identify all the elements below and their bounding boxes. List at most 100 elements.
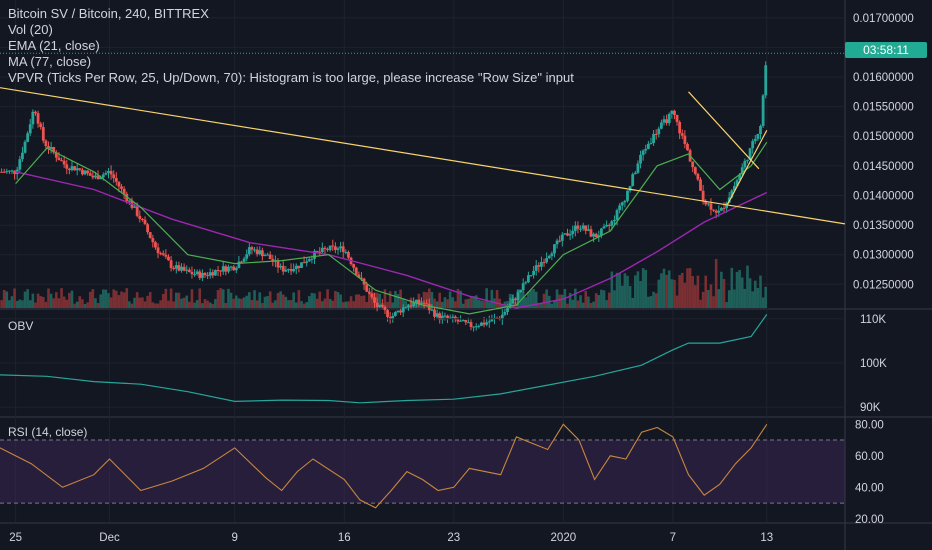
candle-body [393, 312, 397, 316]
candle-body [464, 320, 468, 323]
volume-bar [101, 289, 105, 308]
volume-bar [339, 294, 342, 308]
volume-bar [328, 298, 332, 308]
volume-bar [584, 290, 588, 308]
volume-bar [654, 293, 658, 308]
volume-bar [8, 300, 11, 308]
x-tick-label: 23 [447, 532, 460, 544]
volume-bar [657, 279, 661, 308]
candle-body [328, 245, 332, 250]
candle-body [592, 233, 595, 237]
volume-bar [23, 291, 27, 308]
rsi-tick-label: 40.00 [855, 482, 884, 494]
candle-body [182, 266, 186, 271]
candle-body [352, 264, 356, 268]
volume-bar [266, 296, 269, 308]
volume-bar [495, 290, 499, 308]
volume-bar [696, 275, 700, 308]
candle-body [628, 185, 632, 191]
volume-bar [467, 298, 470, 308]
volume-bar [323, 298, 327, 308]
volume-bar [558, 294, 561, 308]
candle-body [477, 325, 481, 327]
volume-bar [60, 288, 63, 308]
volume-bar [652, 291, 655, 308]
candle-body [284, 269, 288, 272]
candle-body [545, 258, 549, 263]
candle-body [227, 266, 230, 272]
candle-body [378, 304, 382, 307]
volume-bar [404, 301, 408, 308]
volume-bar [707, 290, 710, 308]
volume-bar [592, 301, 595, 308]
candle-body [310, 258, 314, 260]
volume-bar [122, 292, 126, 308]
volume-bar [568, 292, 572, 308]
volume-bar [550, 303, 554, 308]
candle-body [120, 186, 123, 189]
candle-body [516, 292, 520, 301]
volume-bar [534, 291, 538, 308]
obv-pane-label: OBV [8, 319, 34, 333]
volume-bar [391, 302, 395, 308]
volume-bar [482, 301, 486, 308]
candle-body [211, 272, 215, 276]
candle-body [693, 167, 697, 174]
candle-body [644, 148, 648, 151]
candle-body [2, 171, 6, 173]
candle-body [443, 315, 447, 317]
volume-bar [631, 297, 635, 308]
volume-bar [748, 278, 752, 308]
candle-body [224, 266, 228, 272]
volume-bar [477, 299, 481, 308]
candle-body [305, 261, 309, 263]
volume-bar [237, 298, 241, 308]
volume-bar [394, 290, 397, 308]
volume-bar [446, 299, 449, 308]
candle-body [748, 148, 752, 160]
volume-bar [334, 290, 337, 308]
obv-tick-label: 100K [860, 358, 887, 370]
candle-body [240, 261, 243, 263]
volume-bar [571, 299, 575, 308]
candle-body [75, 168, 79, 171]
volume-bar [294, 302, 298, 308]
volume-bar [258, 292, 262, 308]
candle-body [641, 150, 645, 155]
candle-body [237, 261, 241, 268]
volume-bar [41, 296, 45, 308]
candle-body [456, 319, 460, 322]
volume-bar [44, 301, 48, 308]
candle-body [451, 316, 455, 318]
volume-bar [623, 273, 627, 308]
volume-bar [649, 296, 653, 308]
volume-bar [464, 299, 468, 308]
x-tick-label: 25 [9, 532, 22, 544]
candle-body [566, 233, 569, 236]
candle-body [146, 224, 150, 233]
volume-bar [128, 301, 131, 308]
volume-bar [555, 289, 559, 308]
volume-bar [133, 297, 136, 308]
candle-body [320, 247, 324, 253]
volume-bar [195, 300, 199, 308]
volume-bar [594, 293, 598, 308]
candle-body [62, 160, 66, 165]
volume-bars [0, 259, 768, 308]
volume-bar [527, 291, 530, 308]
volume-bar [109, 297, 113, 308]
volume-bar [52, 298, 56, 308]
volume-bar [65, 299, 69, 308]
candle-body [81, 169, 84, 175]
candle-body [302, 262, 306, 264]
candle-body [448, 317, 452, 319]
candle-body [206, 275, 209, 277]
volume-bar [461, 303, 465, 308]
candle-body [292, 269, 296, 272]
candle-body [370, 293, 374, 298]
candle-body [487, 321, 491, 323]
candle-body [232, 266, 236, 271]
volume-bar [693, 285, 697, 308]
volume-bar [459, 290, 462, 308]
